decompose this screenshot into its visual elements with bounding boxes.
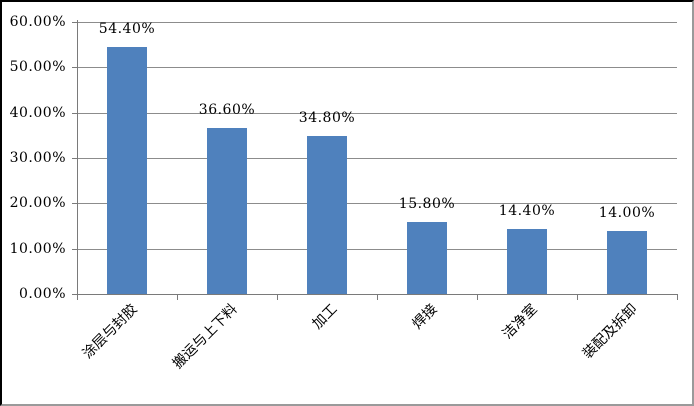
y-axis-tick <box>72 294 77 295</box>
bar <box>107 47 147 294</box>
bar-data-label: 14.40% <box>498 202 556 219</box>
bar-data-label: 14.00% <box>598 204 656 221</box>
y-axis-tick <box>72 248 77 250</box>
x-axis-tick <box>677 294 678 300</box>
gridline <box>77 112 677 114</box>
y-axis-tick <box>72 158 77 159</box>
gridline <box>77 67 677 69</box>
y-axis-tick <box>72 22 77 23</box>
x-axis-category-label: 洁净室 <box>499 301 541 343</box>
x-axis-tick <box>277 294 278 300</box>
y-axis-tick-label: 40.00% <box>9 104 66 121</box>
y-axis-tick <box>72 67 77 69</box>
y-axis-tick <box>72 112 77 114</box>
bar-data-label: 15.80% <box>398 196 456 213</box>
bar-data-label: 36.60% <box>198 102 256 119</box>
x-axis-category-label: 装配及拆卸 <box>579 301 641 363</box>
gridline <box>77 248 677 250</box>
x-axis-category-label: 加工 <box>309 301 341 333</box>
x-axis-category-label: 涂层与封胶 <box>79 301 141 363</box>
gridline <box>77 22 677 23</box>
y-axis-tick-label: 10.00% <box>9 240 66 257</box>
x-axis-tick <box>477 294 478 300</box>
x-axis-tick <box>577 294 578 300</box>
y-axis-tick <box>72 203 77 205</box>
x-axis-line <box>77 294 677 295</box>
bar <box>507 228 547 294</box>
bar <box>207 128 247 294</box>
x-axis-tick <box>377 294 378 300</box>
y-axis-tick-label: 60.00% <box>9 14 66 30</box>
y-axis-line <box>77 20 78 294</box>
x-axis-tick <box>77 294 78 300</box>
bar <box>607 230 647 294</box>
y-axis-tick-label: 20.00% <box>9 195 66 212</box>
bar-data-label: 54.40% <box>98 21 156 38</box>
bar <box>307 136 347 294</box>
y-axis-tick-label: 0.00% <box>19 286 66 302</box>
gridline <box>77 203 677 205</box>
x-axis-category-label: 搬运与上下料 <box>169 301 241 373</box>
gridline <box>77 158 677 159</box>
x-axis-category-label: 焊接 <box>409 301 441 333</box>
bar <box>407 222 447 294</box>
x-axis-tick <box>177 294 178 300</box>
y-axis-tick-label: 30.00% <box>9 150 66 166</box>
y-axis-tick-label: 50.00% <box>9 59 66 76</box>
bar-data-label: 34.80% <box>298 110 356 127</box>
